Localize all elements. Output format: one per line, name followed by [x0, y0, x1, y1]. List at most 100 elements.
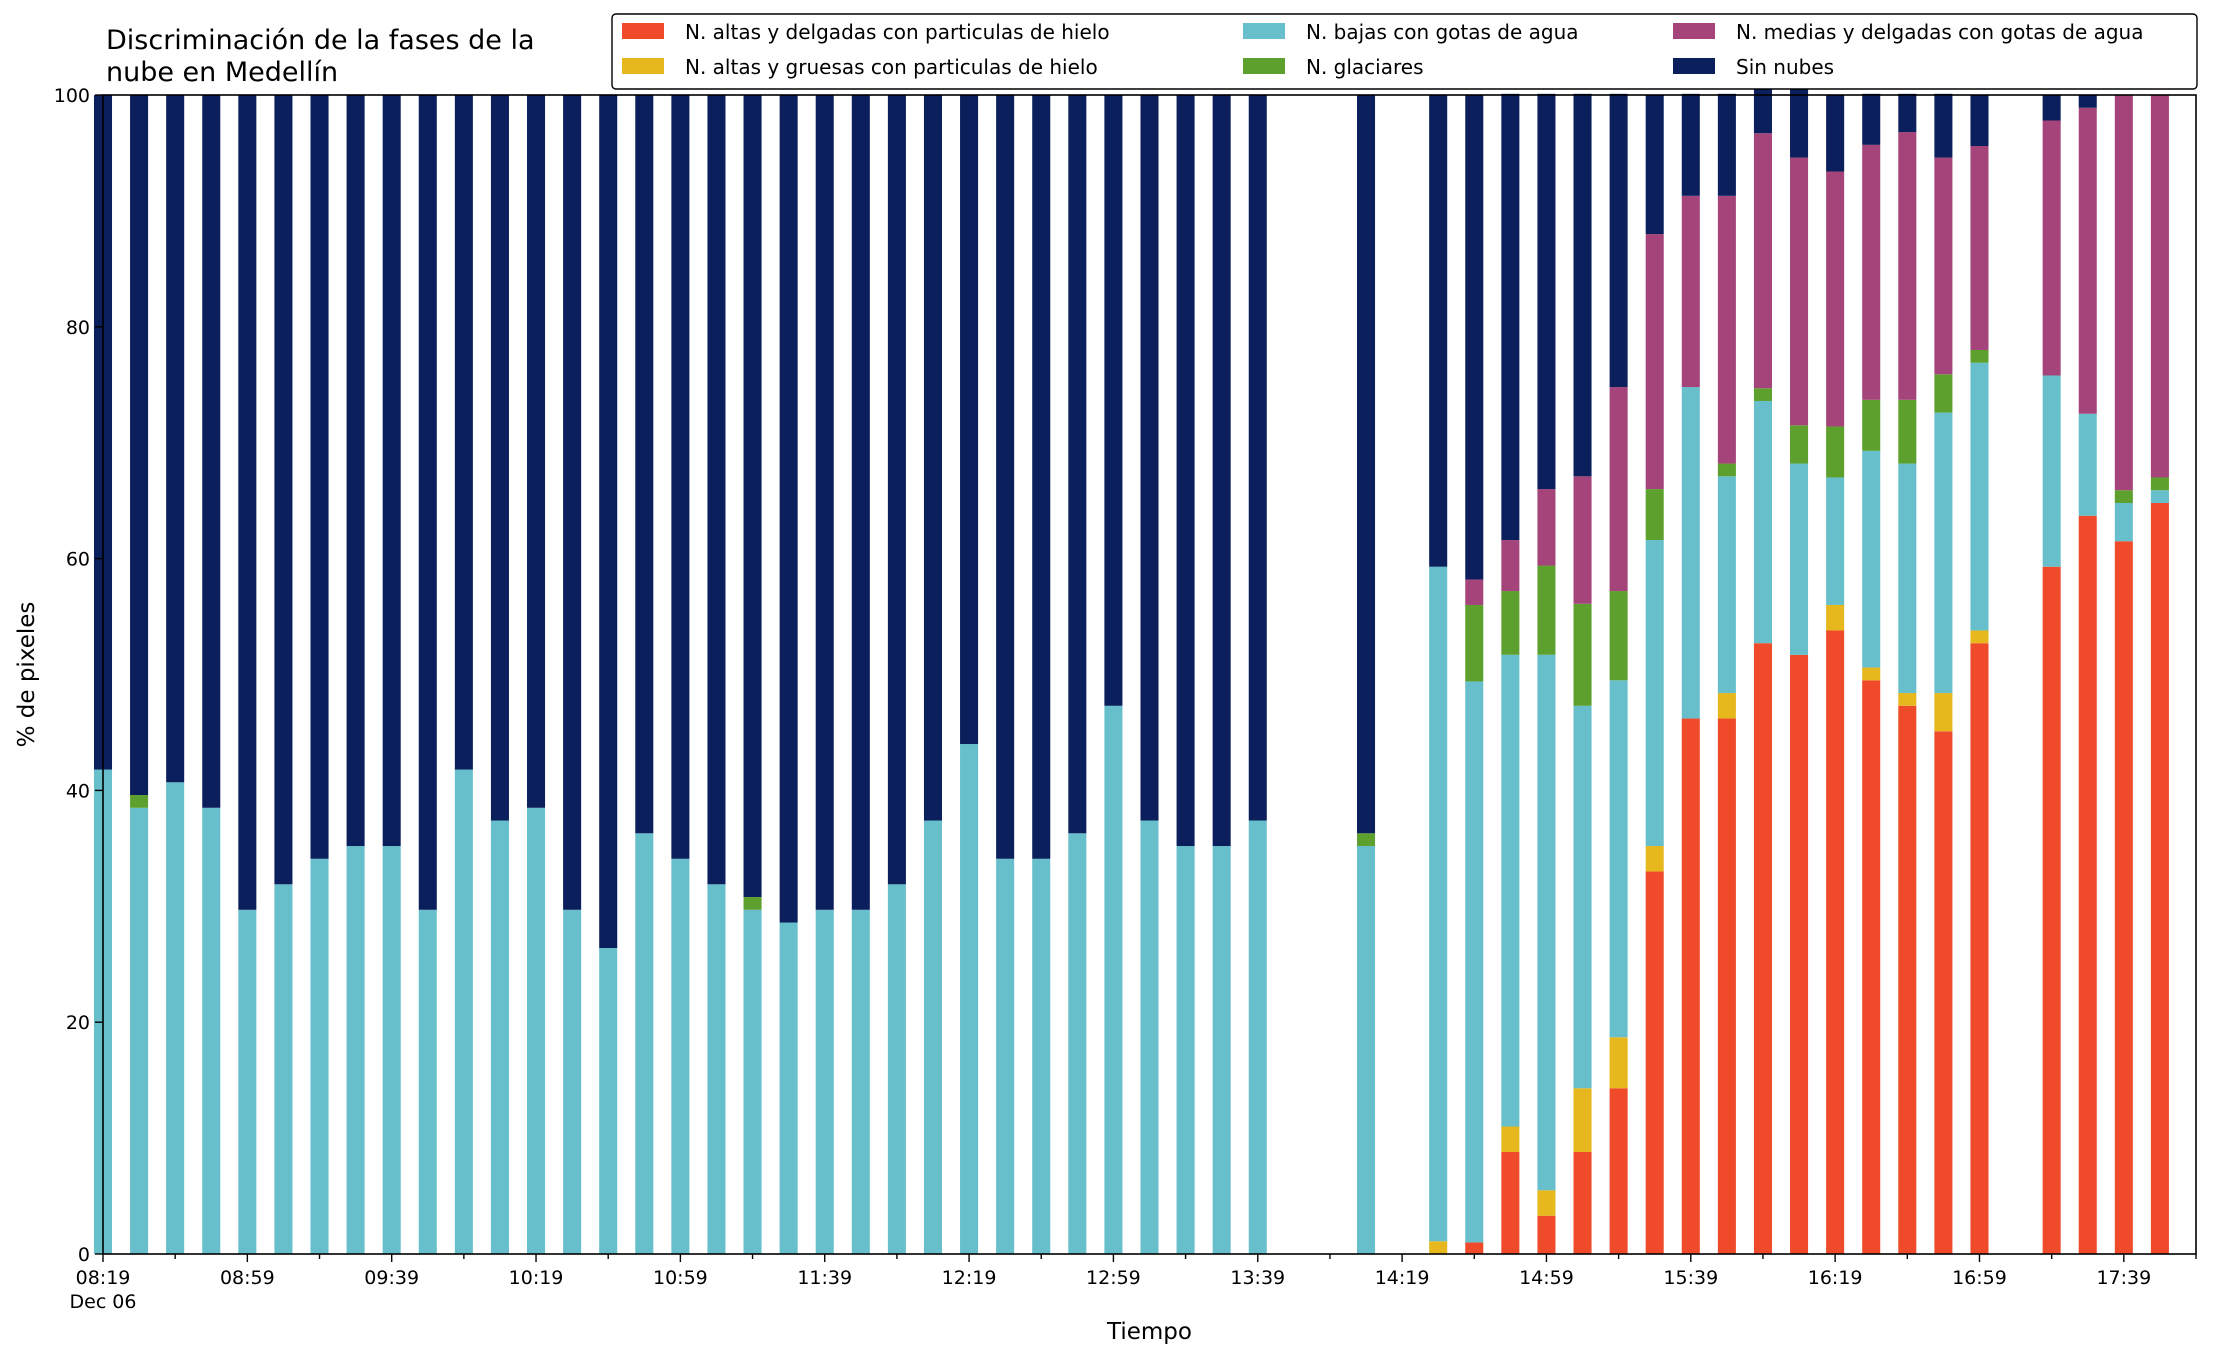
- x-tick-date-label: Dec 06: [70, 1291, 137, 1313]
- bar-segment: [1862, 450, 1881, 668]
- bar-segment: [1934, 157, 1953, 375]
- bar-segment: [1501, 1152, 1520, 1254]
- bar-segment: [130, 795, 149, 808]
- bar-segment: [1645, 95, 1664, 235]
- bar-segment: [1826, 426, 1845, 478]
- legend-label: N. altas y gruesas con particulas de hie…: [685, 55, 1098, 79]
- bar-segment: [1753, 133, 1772, 389]
- bar-segment: [1790, 463, 1809, 655]
- bar-segment: [1970, 146, 1989, 350]
- bar-segment: [2114, 490, 2133, 503]
- bar-segment: [1934, 374, 1953, 413]
- bar-segment: [707, 95, 726, 885]
- bar-segment: [1970, 95, 1989, 146]
- y-tick-label: 100: [54, 85, 90, 107]
- bar-segment: [1248, 820, 1267, 1254]
- bar-segment: [1465, 604, 1484, 682]
- bar-segment: [1934, 731, 1953, 1254]
- bar-segment: [1826, 630, 1845, 1254]
- bar-segment: [202, 807, 221, 1254]
- bar-segment: [2078, 107, 2097, 414]
- bar-segment: [1645, 871, 1664, 1254]
- bar-segment: [1429, 95, 1448, 567]
- bar-segment: [1898, 132, 1917, 400]
- bar-segment: [923, 820, 942, 1254]
- bar-segment: [599, 948, 618, 1254]
- bar-segment: [815, 909, 834, 1254]
- bar-segment: [382, 846, 401, 1254]
- x-tick-label: 16:59: [1952, 1267, 2007, 1289]
- x-tick-label: 10:19: [509, 1267, 564, 1289]
- legend-swatch: [622, 23, 664, 39]
- bar-segment: [1573, 476, 1592, 604]
- legend-label: N. bajas con gotas de agua: [1306, 20, 1579, 44]
- bar-segment: [960, 95, 979, 745]
- x-tick-label: 10:59: [653, 1267, 708, 1289]
- bar-segment: [1970, 643, 1989, 1254]
- x-tick-label: 15:39: [1663, 1267, 1718, 1289]
- bar-segment: [1357, 833, 1376, 847]
- chart-title: Discriminación de la fases de la nube en …: [106, 25, 535, 88]
- bar-segment: [1501, 654, 1520, 1127]
- bar-segment: [1212, 846, 1231, 1254]
- bar-segment: [1573, 1088, 1592, 1153]
- bar-segment: [1717, 93, 1736, 196]
- bar-segment: [1573, 93, 1592, 477]
- bar-segment: [1898, 93, 1917, 133]
- bar-segment: [1429, 566, 1448, 1242]
- bar-segment: [2042, 120, 2061, 376]
- bar-segment: [1501, 591, 1520, 655]
- bar-segment: [851, 909, 870, 1254]
- bar-segment: [1248, 95, 1267, 821]
- bar-segment: [274, 95, 293, 885]
- bar-segment: [1934, 93, 1953, 158]
- legend-label: Sin nubes: [1736, 55, 1834, 79]
- bar-segment: [1862, 399, 1881, 451]
- bar-segment: [1068, 95, 1087, 834]
- bar-segment: [1717, 195, 1736, 464]
- bar-segment: [1681, 195, 1700, 388]
- bar-segment: [743, 897, 762, 910]
- bar-segment: [1609, 680, 1628, 1038]
- bar-segment: [671, 95, 690, 859]
- bar-segment: [382, 95, 401, 847]
- legend-swatch: [622, 58, 664, 74]
- y-axis: 0 20 40 60 80 100: [54, 85, 103, 1266]
- bar-segment: [779, 922, 798, 1254]
- bar-segment: [1537, 489, 1556, 566]
- x-tick-label: 12:19: [942, 1267, 997, 1289]
- bar-segment: [1790, 654, 1809, 1254]
- bar-segment: [1609, 93, 1628, 388]
- legend-label: N. medias y delgadas con gotas de agua: [1736, 20, 2144, 44]
- bar-segment: [1645, 489, 1664, 541]
- bar-segment: [743, 909, 762, 1254]
- y-tick-label: 80: [66, 317, 90, 339]
- bar-segment: [1970, 349, 1989, 363]
- x-tick-label: 12:59: [1086, 1267, 1141, 1289]
- bar-segment: [1898, 705, 1917, 1254]
- bar-segment: [1753, 388, 1772, 401]
- y-tick-label: 0: [78, 1244, 90, 1266]
- bar-segment: [635, 833, 654, 1254]
- bar-segment: [274, 884, 293, 1254]
- bar-segment: [1862, 144, 1881, 400]
- bar-segment: [1898, 693, 1917, 706]
- x-tick-label: 11:39: [797, 1267, 852, 1289]
- bar-segment: [1609, 387, 1628, 592]
- bar-segment: [851, 95, 870, 910]
- bar-segment: [1429, 1241, 1448, 1254]
- bar-segment: [779, 95, 798, 923]
- bar-segment: [2150, 477, 2169, 491]
- bar-segment: [2042, 566, 2061, 1254]
- bar-segment: [1501, 540, 1520, 592]
- legend-box: [611, 13, 2198, 90]
- bar-segment: [2150, 95, 2169, 478]
- legend: N. altas y delgadas con particulas de hi…: [611, 13, 2198, 90]
- bar-segment: [1176, 95, 1195, 847]
- bar-segment: [527, 807, 546, 1254]
- x-tick-label: 08:59: [220, 1267, 275, 1289]
- chart-title-text: Discriminación de la fases de la nube en …: [106, 25, 535, 88]
- bar-segment: [1681, 93, 1700, 196]
- bar-segment: [1790, 157, 1809, 426]
